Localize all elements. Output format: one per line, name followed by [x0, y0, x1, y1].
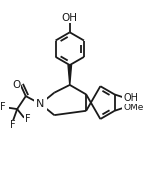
Text: OMe: OMe [123, 103, 144, 112]
Text: F: F [0, 102, 5, 112]
Text: OH: OH [123, 93, 138, 103]
Text: OH: OH [62, 13, 78, 23]
Text: O: O [12, 80, 20, 90]
Text: N: N [36, 99, 45, 109]
Text: F: F [25, 114, 30, 124]
Polygon shape [68, 65, 71, 85]
Text: F: F [10, 120, 16, 130]
